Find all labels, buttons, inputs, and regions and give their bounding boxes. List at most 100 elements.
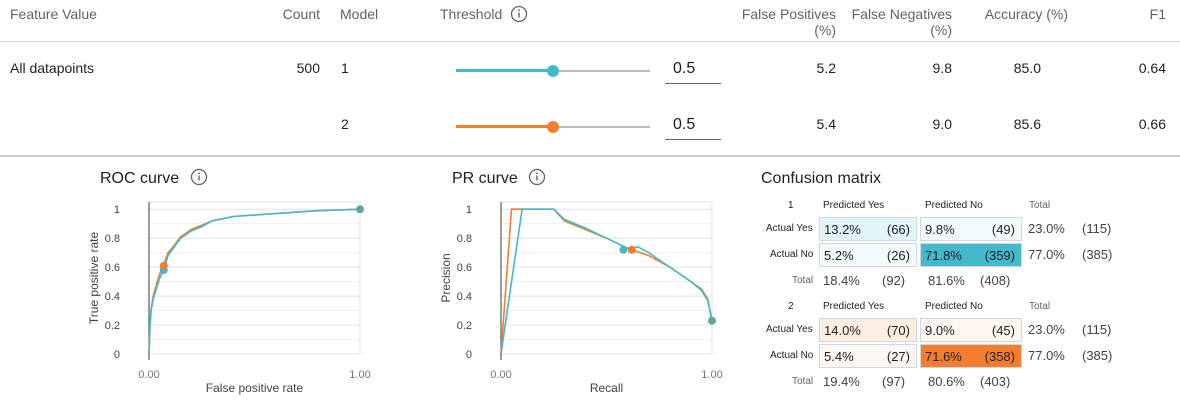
cell-count: (45) bbox=[991, 323, 1015, 338]
y-tick-label: 0.2 bbox=[105, 320, 120, 332]
y-tick-label: 0.6 bbox=[105, 262, 120, 274]
pr-title-wrap: PR curve bbox=[452, 168, 546, 188]
pr-title: PR curve bbox=[452, 170, 518, 187]
col-total-count: (97) bbox=[882, 374, 906, 389]
y-axis-label: Precision bbox=[439, 253, 453, 302]
cell-percent: 71.6% bbox=[925, 349, 962, 364]
row-feature-value: All datapoints bbox=[10, 60, 95, 76]
row-total-percent: 77.0% bbox=[1028, 247, 1065, 262]
row-total-count: (115) bbox=[1082, 322, 1112, 337]
cell-count: (70) bbox=[886, 323, 910, 338]
row-false-positives: 5.4 bbox=[816, 116, 836, 132]
row-false-negatives: 9.8 bbox=[932, 60, 952, 76]
model-label: 2 bbox=[788, 301, 794, 312]
confusion-cell: 14.0% (70) bbox=[819, 318, 917, 342]
cell-percent: 9.0% bbox=[925, 323, 955, 338]
confusion-cell: 5.4% (27) bbox=[819, 344, 917, 368]
row-count: 500 bbox=[296, 60, 320, 76]
col-total-percent: 81.6% bbox=[928, 273, 965, 288]
row-f1: 0.64 bbox=[1138, 60, 1166, 76]
cell-percent: 9.8% bbox=[925, 222, 955, 237]
roc-title: ROC curve bbox=[100, 170, 180, 187]
cell-count: (26) bbox=[886, 248, 910, 263]
cell-count: (27) bbox=[886, 349, 910, 364]
cell-percent: 71.8% bbox=[925, 248, 962, 263]
slider-thumb[interactable] bbox=[547, 65, 559, 77]
confusion-cell: 9.8% (49) bbox=[920, 217, 1022, 241]
y-tick-label: 0.4 bbox=[105, 291, 120, 303]
actual-no-label: Actual No bbox=[770, 350, 814, 361]
y-tick-label: 1 bbox=[466, 204, 472, 216]
header-false-positives: False Positives (%) bbox=[700, 6, 836, 38]
pr-chart: 0 0.2 0.4 0.6 0.8 1 0.00 1.00 Recall Precision bbox=[439, 201, 723, 395]
y-tick-label: 0 bbox=[114, 349, 120, 361]
x-tick-label: 1.00 bbox=[349, 369, 370, 381]
header-feature-value: Feature Value bbox=[10, 6, 97, 22]
plot-area bbox=[148, 201, 361, 355]
x-tick-label: 0.00 bbox=[138, 369, 159, 381]
col-total-count: (92) bbox=[882, 273, 906, 288]
threshold-slider-model-1[interactable] bbox=[456, 61, 650, 81]
header-fn-unit: (%) bbox=[930, 22, 952, 38]
y-tick-label: 0.6 bbox=[457, 262, 472, 274]
section-divider bbox=[0, 155, 1180, 157]
threshold-input-model-2[interactable] bbox=[665, 112, 721, 140]
cell-percent: 14.0% bbox=[824, 323, 861, 338]
header-f1: F1 bbox=[1149, 6, 1166, 22]
y-tick-label: 0.2 bbox=[457, 320, 472, 332]
col-total-percent: 18.4% bbox=[823, 273, 860, 288]
series-line-1 bbox=[148, 208, 361, 355]
threshold-input-model-1[interactable] bbox=[665, 56, 721, 84]
total-row-label: Total bbox=[792, 275, 814, 286]
total-label: Total bbox=[1029, 200, 1051, 211]
roc-chart: 0 0.2 0.4 0.6 0.8 1 0.00 1.00 False positive rat… bbox=[87, 201, 371, 395]
actual-yes-label: Actual Yes bbox=[766, 223, 813, 234]
y-tick-label: 0.4 bbox=[457, 291, 472, 303]
threshold-point-2 bbox=[627, 245, 636, 254]
cell-count: (49) bbox=[991, 222, 1015, 237]
row-total-count: (385) bbox=[1082, 348, 1113, 363]
header-accuracy: Accuracy (%) bbox=[984, 6, 1068, 22]
y-tick-label: 0.8 bbox=[457, 233, 472, 245]
info-icon[interactable] bbox=[190, 168, 208, 186]
threshold-point-1 bbox=[619, 245, 628, 254]
row-total-percent: 77.0% bbox=[1028, 348, 1065, 363]
col-total-percent: 19.4% bbox=[823, 374, 860, 389]
x-axis-label: Recall bbox=[590, 381, 623, 395]
threshold-point-both bbox=[356, 205, 364, 214]
info-icon[interactable] bbox=[528, 168, 546, 186]
col-total-percent: 80.6% bbox=[928, 374, 965, 389]
col-total-count: (403) bbox=[980, 374, 1011, 389]
threshold-slider-model-2[interactable] bbox=[456, 117, 650, 137]
plot-area bbox=[500, 201, 713, 355]
y-tick-label: 1 bbox=[114, 204, 120, 216]
header-model: Model bbox=[340, 6, 379, 22]
threshold-point-2 bbox=[159, 261, 168, 270]
row-model: 1 bbox=[341, 60, 349, 76]
row-false-negatives: 9.0 bbox=[932, 116, 952, 132]
cell-percent: 13.2% bbox=[824, 222, 861, 237]
slider-track-fill bbox=[456, 69, 553, 72]
row-total-percent: 23.0% bbox=[1028, 221, 1065, 236]
cell-count: (66) bbox=[886, 222, 910, 237]
slider-thumb[interactable] bbox=[547, 121, 559, 133]
confusion-cell: 5.2% (26) bbox=[819, 243, 917, 267]
row-total-count: (385) bbox=[1082, 247, 1113, 262]
row-f1: 0.66 bbox=[1138, 116, 1166, 132]
header-threshold-label: Threshold bbox=[440, 6, 503, 22]
header-false-negatives: False Negatives (%) bbox=[816, 6, 952, 38]
confusion-title: Confusion matrix bbox=[761, 170, 882, 187]
model-label: 1 bbox=[788, 200, 794, 211]
info-icon[interactable] bbox=[510, 5, 528, 23]
row-accuracy: 85.6 bbox=[1013, 116, 1041, 132]
confusion-cell: 9.0% (45) bbox=[920, 318, 1022, 342]
x-tick-label: 1.00 bbox=[701, 369, 722, 381]
y-tick-label: 0 bbox=[466, 349, 472, 361]
confusion-cell: 13.2% (66) bbox=[819, 217, 917, 241]
cell-count: (358) bbox=[984, 349, 1015, 364]
y-axis-label: True positive rate bbox=[87, 232, 101, 325]
total-label: Total bbox=[1029, 301, 1051, 312]
slider-track-fill bbox=[456, 125, 553, 128]
roc-title-wrap: ROC curve bbox=[100, 168, 208, 188]
header-threshold: Threshold bbox=[440, 5, 528, 23]
